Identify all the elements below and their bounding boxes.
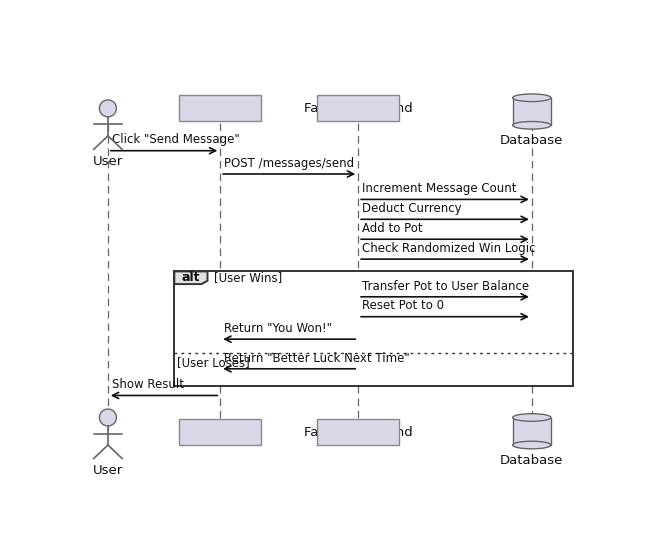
Ellipse shape [513, 414, 551, 421]
Text: Show Result: Show Result [112, 378, 184, 391]
Text: FastAPI Backend: FastAPI Backend [304, 426, 413, 439]
Text: Streamlit UI: Streamlit UI [181, 102, 260, 115]
Text: User: User [93, 464, 123, 477]
Bar [513, 98, 551, 125]
Bar [513, 417, 551, 445]
Text: Return "Better Luck Next Time": Return "Better Luck Next Time" [224, 351, 410, 365]
Text: Transfer Pot to User Balance: Transfer Pot to User Balance [362, 279, 529, 293]
FancyBboxPatch shape [317, 420, 399, 446]
Text: Deduct Currency: Deduct Currency [362, 202, 462, 215]
Ellipse shape [513, 94, 551, 102]
Text: Click "Send Message": Click "Send Message" [112, 134, 240, 146]
Ellipse shape [513, 122, 551, 129]
Ellipse shape [100, 100, 117, 117]
Bar [174, 271, 573, 386]
Polygon shape [174, 271, 208, 284]
Text: User: User [93, 155, 123, 168]
Text: [User Loses]: [User Loses] [177, 356, 250, 370]
Text: Increment Message Count: Increment Message Count [362, 182, 517, 195]
Ellipse shape [100, 409, 117, 426]
Text: Streamlit UI: Streamlit UI [181, 426, 260, 439]
Text: [User Wins]: [User Wins] [214, 271, 282, 284]
Text: Add to Pot: Add to Pot [362, 222, 423, 235]
Text: POST /messages/send: POST /messages/send [224, 157, 355, 170]
FancyBboxPatch shape [317, 96, 399, 121]
Ellipse shape [513, 441, 551, 449]
FancyBboxPatch shape [179, 420, 262, 446]
Text: Database: Database [500, 454, 563, 467]
Text: Check Randomized Win Logic: Check Randomized Win Logic [362, 242, 536, 255]
FancyBboxPatch shape [179, 96, 262, 121]
Text: FastAPI Backend: FastAPI Backend [304, 102, 413, 115]
Text: alt: alt [182, 271, 200, 284]
Text: Database: Database [500, 134, 563, 147]
Text: Return "You Won!": Return "You Won!" [224, 322, 332, 335]
Text: Reset Pot to 0: Reset Pot to 0 [362, 300, 444, 312]
